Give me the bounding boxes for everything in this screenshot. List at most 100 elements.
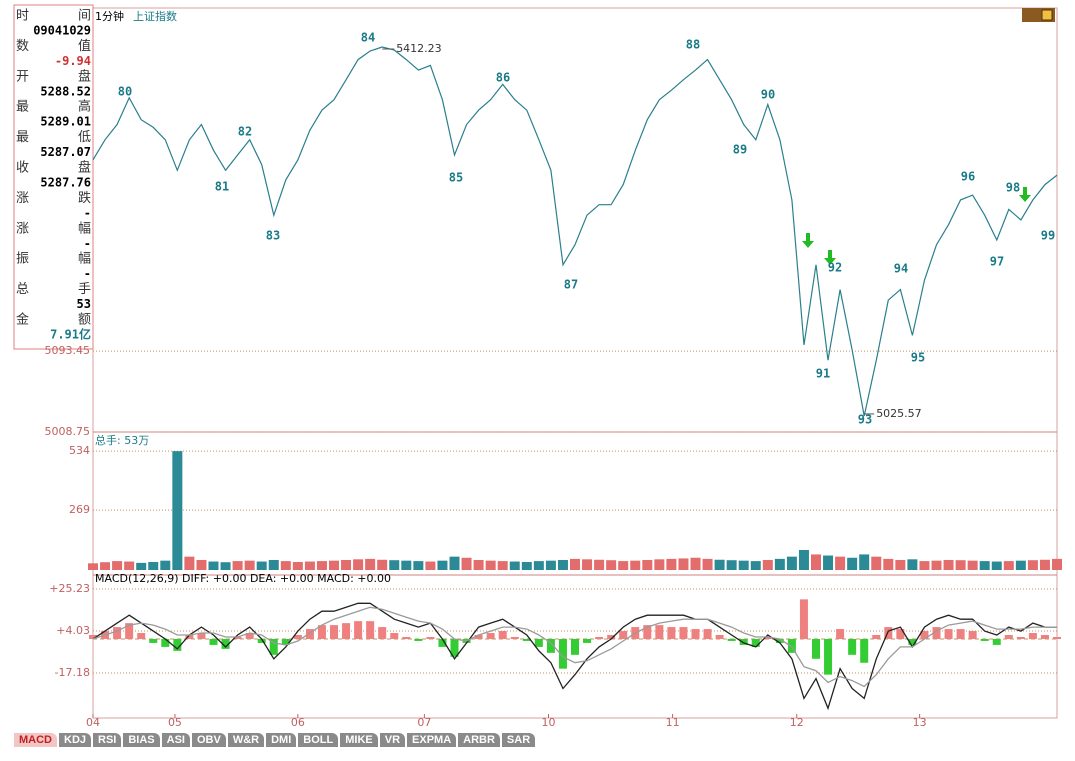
info-label: 涨 <box>16 191 29 206</box>
macd-bar <box>366 621 375 639</box>
volume-bar <box>377 559 388 570</box>
signal-arrow <box>1019 187 1031 202</box>
volume-bar <box>509 561 520 570</box>
volume-bar <box>1039 559 1050 570</box>
macd-bar <box>956 629 965 639</box>
macd-line <box>92 606 1057 688</box>
volume-bar <box>955 560 966 570</box>
macd-bar <box>498 631 507 639</box>
info-label: 值 <box>78 38 91 54</box>
swing-label: 81 <box>215 180 229 194</box>
info-label: 低 <box>78 130 91 145</box>
indicator-tab[interactable]: MACD <box>14 733 57 747</box>
macd-bar <box>824 638 833 675</box>
macd-bar <box>474 635 483 639</box>
volume-bar <box>642 559 653 570</box>
volume-bar <box>606 560 617 570</box>
volume-bar <box>437 560 448 570</box>
macd-bar <box>860 638 869 663</box>
indicator-tab[interactable]: ASI <box>161 733 190 747</box>
macd-line <box>92 602 1057 711</box>
swing-label: 94 <box>894 262 908 276</box>
y-tick-label: 5093.45 <box>45 344 91 357</box>
indicator-tab[interactable]: EXPMA <box>407 733 457 747</box>
macd-bar <box>571 638 579 655</box>
macd-bar <box>149 638 158 643</box>
volume-bar <box>389 560 400 570</box>
volume-bar <box>618 561 629 570</box>
volume-bar <box>702 558 713 570</box>
panel-title: 总手: 53万 <box>95 433 149 447</box>
info-value: 5287.76 <box>40 176 91 190</box>
indicator-tab[interactable]: BOLL <box>298 733 339 747</box>
y-tick-label: 269 <box>69 503 90 516</box>
macd-bar <box>836 629 845 639</box>
frame <box>92 7 1058 719</box>
macd-bar <box>980 638 989 641</box>
swing-label: 87 <box>564 278 578 292</box>
swing-label: 95 <box>911 351 925 365</box>
volume-bar <box>991 561 1002 570</box>
volume-bar <box>413 561 424 570</box>
indicator-tab[interactable]: SAR <box>501 733 536 747</box>
volume-bar <box>557 559 568 570</box>
macd-bar <box>1040 635 1049 639</box>
swing-label: 89 <box>733 143 747 157</box>
y-tick-label: +4.03 <box>56 624 90 637</box>
high-label: 5412.23 <box>396 42 442 55</box>
macd-bar <box>233 636 242 639</box>
info-box <box>13 4 94 350</box>
macd-bar <box>546 638 555 653</box>
volume-bar <box>943 559 954 570</box>
info-label: 涨 <box>16 221 29 236</box>
info-label: 收 <box>16 161 29 176</box>
volume-bar <box>919 561 930 570</box>
x-tick-label: 04 <box>86 716 100 729</box>
macd-bar <box>655 625 664 639</box>
info-value: 7.91亿 <box>50 327 91 342</box>
icon[interactable] <box>1041 9 1053 21</box>
indicator-tab[interactable]: DMI <box>266 733 297 747</box>
x-tick-label: 11 <box>666 716 680 729</box>
volume-bar <box>570 558 580 570</box>
indicator-tab[interactable]: ARBR <box>458 733 500 747</box>
info-label: 额 <box>78 313 91 328</box>
signal-arrow <box>824 250 836 265</box>
macd-bar <box>896 629 905 639</box>
info-label: 高 <box>78 99 91 115</box>
volume-bar <box>823 555 834 570</box>
y-tick-label: -17.18 <box>55 666 90 679</box>
volume-bar <box>461 557 472 570</box>
indicator-tab[interactable]: OBV <box>191 733 226 747</box>
swing-label: 80 <box>118 85 132 99</box>
macd-bar <box>354 621 363 639</box>
indicator-tab[interactable]: W&R <box>227 733 265 747</box>
macd-bar <box>908 638 917 645</box>
info-label: 最 <box>16 100 29 115</box>
indicator-tab[interactable]: RSI <box>93 733 122 747</box>
macd-bar <box>1016 636 1025 639</box>
volume-bar <box>545 560 556 570</box>
volume-bar <box>654 559 665 570</box>
indicator-tabs: MACD KDJ RSI BIAS ASI OBV W&R DMI BOLL MIKE VR EXPM… <box>14 733 536 747</box>
volume-bar <box>726 560 737 570</box>
macd-bar <box>137 633 146 639</box>
macd-bar <box>944 629 953 639</box>
volume-bar <box>967 560 978 570</box>
volume-bar <box>678 558 689 570</box>
volume-bar <box>859 554 870 570</box>
x-tick-label: 10 <box>541 716 555 729</box>
info-value: -9.94 <box>55 54 91 68</box>
volume-bar <box>835 556 846 570</box>
indicator-tab[interactable]: MIKE <box>340 733 378 747</box>
info-label: 跌 <box>78 190 91 206</box>
indicator-tab[interactable]: BIAS <box>123 733 160 747</box>
volume-bar <box>931 560 942 570</box>
indicator-tab[interactable]: KDJ <box>59 733 92 747</box>
macd-bar <box>727 638 736 641</box>
indicator-tab[interactable]: VR <box>379 733 406 747</box>
volume-bar <box>341 559 352 570</box>
macd-bar <box>89 635 97 639</box>
